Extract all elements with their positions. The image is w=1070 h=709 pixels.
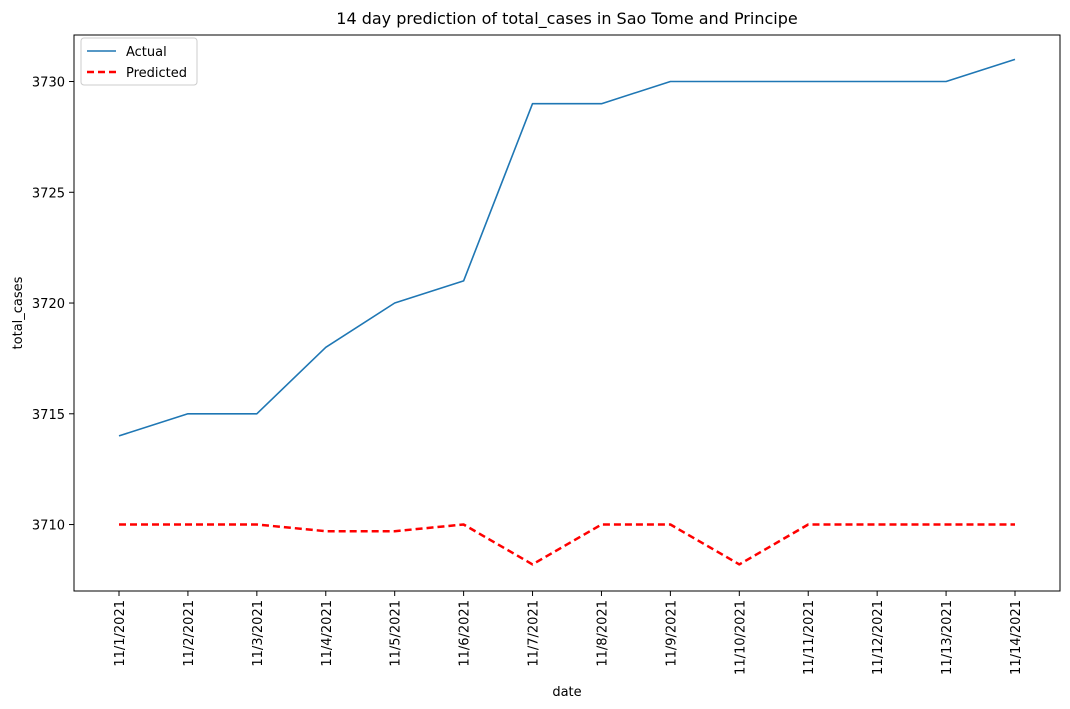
legend-label-actual: Actual — [126, 45, 167, 60]
x-axis: 11/1/2021 11/2/2021 11/3/2021 11/4/2021 11/5… — [113, 591, 1024, 675]
x-tick-label: 11/7/2021 — [527, 600, 542, 667]
x-tick-label: 11/12/2021 — [871, 600, 886, 675]
chart-title: 14 day prediction of total_cases in Sao … — [336, 9, 797, 29]
y-axis: 3710 3715 3720 3725 3730 — [32, 76, 74, 534]
x-tick-label: 11/2/2021 — [182, 600, 197, 667]
y-tick-label: 3715 — [32, 408, 65, 423]
y-tick-label: 3710 — [32, 519, 65, 534]
x-tick-label: 11/3/2021 — [251, 600, 266, 667]
x-tick-label: 11/8/2021 — [595, 600, 610, 667]
x-tick-label: 11/5/2021 — [389, 600, 404, 667]
x-tick-label: 11/9/2021 — [664, 600, 679, 667]
x-tick-label: 11/4/2021 — [320, 600, 335, 667]
series-line-predicted — [119, 523, 1015, 566]
y-axis-title: total_cases — [11, 276, 26, 349]
x-tick-label: 11/10/2021 — [733, 600, 748, 675]
y-tick-label: 3725 — [32, 186, 65, 201]
series-lines — [118, 58, 1016, 566]
legend: Actual Predicted — [80, 37, 198, 86]
legend-label-predicted: Predicted — [126, 66, 187, 81]
x-axis-title: date — [552, 685, 581, 700]
plot-area — [73, 34, 1061, 592]
series-line-actual — [118, 58, 1016, 437]
x-tick-label: 11/11/2021 — [802, 600, 817, 675]
x-tick-label: 11/1/2021 — [113, 600, 128, 667]
x-tick-label: 11/13/2021 — [940, 600, 955, 675]
y-tick-label: 3720 — [32, 297, 65, 312]
y-tick-label: 3730 — [32, 76, 65, 91]
x-tick-label: 11/14/2021 — [1009, 600, 1024, 675]
x-tick-label: 11/6/2021 — [458, 600, 473, 667]
